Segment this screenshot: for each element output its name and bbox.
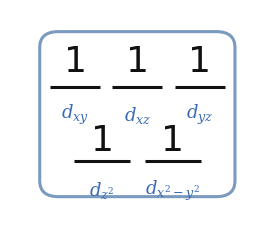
Text: 1: 1 xyxy=(161,123,184,157)
Text: $d_{xz}$: $d_{xz}$ xyxy=(124,104,151,125)
Text: 1: 1 xyxy=(126,45,149,79)
Text: 1: 1 xyxy=(91,123,114,157)
Text: $d_{z^2}$: $d_{z^2}$ xyxy=(89,180,115,201)
FancyBboxPatch shape xyxy=(40,32,235,197)
Text: 1: 1 xyxy=(188,45,211,79)
Text: $d_{xy}$: $d_{xy}$ xyxy=(61,103,89,127)
Text: 1: 1 xyxy=(64,45,87,79)
Text: $d_{yz}$: $d_{yz}$ xyxy=(186,103,213,127)
Text: $d_{x^2-y^2}$: $d_{x^2-y^2}$ xyxy=(145,178,200,202)
